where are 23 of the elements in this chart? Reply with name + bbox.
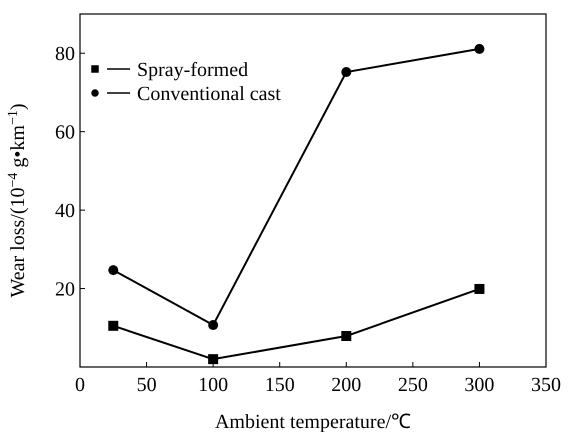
x-tick-label: 300 (464, 374, 494, 396)
point (474, 284, 484, 294)
y-tick-label: 40 (55, 200, 75, 222)
point (474, 44, 484, 54)
y-tick-label: 60 (55, 122, 75, 144)
x-axis-title: Ambient temperature/℃ (214, 411, 412, 432)
legend-label: Spray-formed (137, 59, 248, 81)
y-tick-label: 20 (55, 278, 75, 301)
x-tick-label: 100 (198, 374, 228, 396)
legend-label: Conventional cast (137, 83, 282, 105)
point (208, 354, 218, 364)
x-tick-label: 150 (264, 374, 295, 396)
point (108, 265, 118, 276)
x-tick-label: 350 (531, 374, 561, 396)
point (341, 331, 352, 342)
x-tick-label: 0 (75, 374, 85, 396)
point (208, 320, 218, 330)
x-tick-label: 250 (398, 374, 428, 396)
y-tick-label: 80 (55, 43, 75, 66)
point (341, 67, 352, 78)
x-tick-label: 200 (331, 374, 362, 396)
point (108, 320, 118, 331)
x-tick-label: 50 (136, 374, 157, 396)
